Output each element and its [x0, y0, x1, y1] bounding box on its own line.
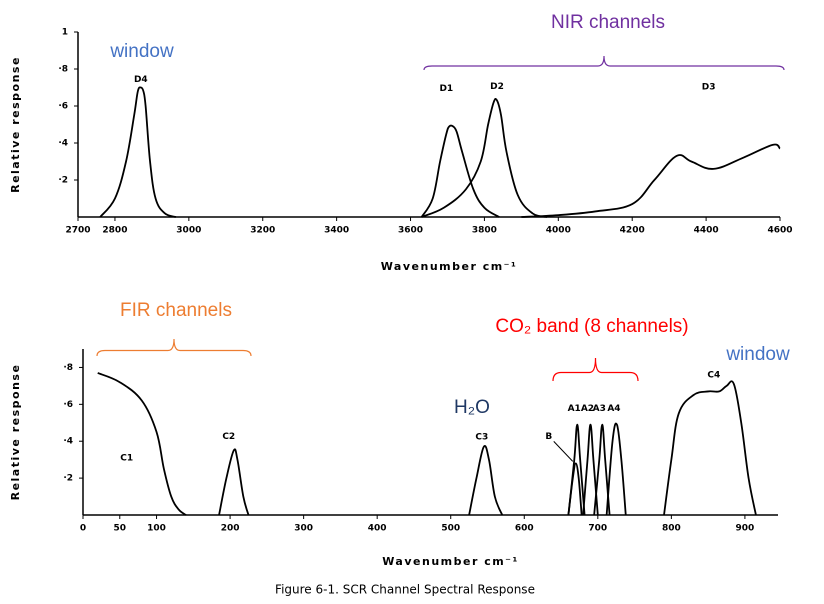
annotation: window [109, 41, 174, 62]
response-curve [605, 422, 627, 516]
channel-label: B [545, 432, 552, 442]
annotation: CO₂ band (8 channels) [495, 316, 688, 337]
y-tick-label: ·2 [63, 474, 73, 484]
response-curve [582, 423, 599, 516]
x-tick-label: 3800 [472, 226, 497, 236]
response-curve [97, 372, 187, 516]
x-tick-label: 3400 [324, 226, 349, 236]
annotation: H₂O [454, 397, 490, 418]
x-tick-label: 4000 [546, 226, 571, 236]
y-axis-label: Relative response [9, 56, 22, 193]
x-tick-label: 3200 [250, 226, 275, 236]
bracket [423, 55, 785, 71]
bracket [96, 338, 252, 357]
caption: Figure 6-1. SCR Channel Spectral Respons… [275, 583, 535, 597]
x-tick-label: 700 [588, 524, 607, 534]
x-tick-label: 300 [294, 524, 313, 534]
channel-label: C3 [475, 432, 488, 442]
y-tick-label: ·8 [63, 363, 73, 373]
x-tick-label: 2800 [102, 226, 127, 236]
x-tick-label: 4600 [767, 226, 792, 236]
y-axis-label: Relative response [9, 364, 22, 501]
response-curve [567, 423, 586, 516]
x-tick-label: 2700 [65, 226, 90, 236]
response-curve [421, 97, 548, 218]
x-tick-label: 100 [147, 524, 166, 534]
x-axis-label: Wavenumber cm⁻¹ [381, 260, 518, 273]
x-tick-label: 3600 [398, 226, 423, 236]
x-tick-label: 400 [368, 524, 387, 534]
x-tick-label: 4200 [620, 226, 645, 236]
channel-label: A1 [568, 404, 581, 414]
channel-label: D4 [134, 75, 148, 85]
y-tick-label: ·8 [58, 65, 68, 75]
response-curve [521, 143, 781, 218]
x-tick-label: 0 [80, 524, 86, 534]
x-tick-label: 900 [736, 524, 755, 534]
y-tick-label: ·2 [58, 176, 68, 186]
channel-label: C4 [707, 371, 720, 381]
y-tick-label: ·4 [63, 437, 73, 447]
y-tick-label: ·6 [58, 102, 68, 112]
channel-label: A2 [581, 404, 594, 414]
response-curve [99, 86, 177, 218]
channel-label: D2 [490, 82, 504, 92]
channel-label: D3 [702, 82, 716, 92]
x-tick-label: 600 [515, 524, 534, 534]
channel-label: A4 [607, 404, 620, 414]
x-tick-label: 200 [221, 524, 240, 534]
channel-label: C1 [120, 453, 133, 463]
annotation: window [725, 344, 790, 365]
response-curve [663, 380, 757, 516]
y-tick-label: ·4 [58, 139, 68, 149]
annotation: NIR channels [551, 12, 665, 33]
bracket [552, 357, 639, 382]
channel-label: D1 [439, 84, 453, 94]
response-curve [218, 448, 250, 516]
x-tick-label: 50 [114, 524, 127, 534]
x-axis-label: Wavenumber cm⁻¹ [382, 555, 519, 568]
x-tick-label: 800 [662, 524, 681, 534]
label-pointer [553, 441, 574, 462]
y-tick-label: 1 [62, 28, 68, 38]
annotation: FIR channels [120, 300, 232, 321]
response-curve [593, 423, 611, 516]
response-curve [468, 445, 504, 516]
channel-label: C2 [222, 432, 235, 442]
response-curve [420, 124, 500, 218]
x-tick-label: 500 [441, 524, 460, 534]
y-tick-label: ·6 [63, 400, 73, 410]
x-tick-label: 4400 [694, 226, 719, 236]
channel-label: A3 [593, 404, 606, 414]
x-tick-label: 3000 [176, 226, 201, 236]
